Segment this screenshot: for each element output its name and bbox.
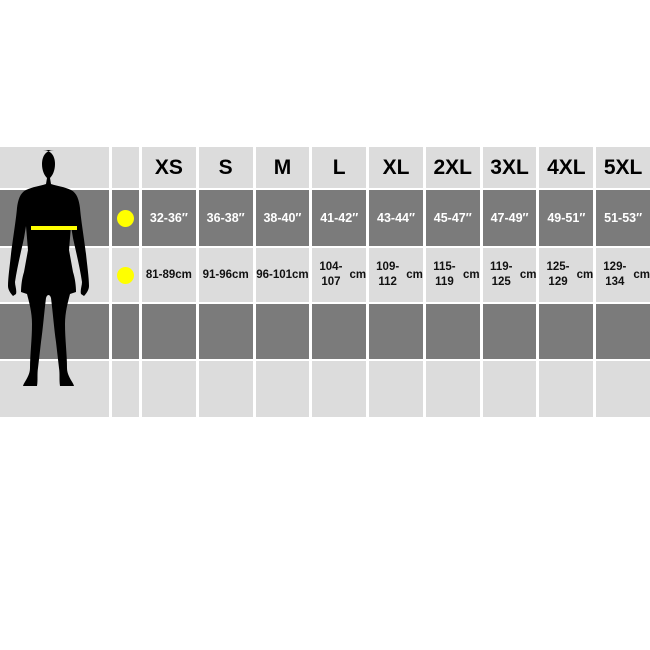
empty-cell-l bbox=[312, 361, 367, 417]
figure-cell bbox=[0, 190, 109, 246]
size-header-4xl: 4XL bbox=[539, 147, 594, 188]
chest-cm-xs: 81-89 cm bbox=[142, 248, 196, 302]
chest-inches-xs: 32-36″ bbox=[142, 190, 196, 246]
empty-cell-m bbox=[255, 361, 310, 417]
marker-cell bbox=[112, 248, 139, 302]
chest-cm-value: 125-129 bbox=[546, 261, 570, 288]
chest-cm-2xl: 115-119 cm bbox=[425, 248, 480, 302]
empty-cell-s bbox=[198, 304, 253, 359]
chest-cm-value: 91-96 bbox=[202, 268, 233, 281]
size-header-s: S bbox=[198, 147, 253, 188]
chest-cm-value: 96-101 bbox=[256, 268, 293, 281]
chest-cm-xl: 109-112 cm bbox=[369, 248, 423, 302]
chest-cm-unit: cm bbox=[175, 268, 192, 281]
size-header-xs: XS bbox=[142, 147, 196, 188]
size-header-5xl: 5XL bbox=[596, 147, 650, 188]
chest-inches-2xl: 45-47″ bbox=[425, 190, 480, 246]
empty-cell-xl bbox=[369, 304, 423, 359]
empty-cell-3xl bbox=[482, 304, 537, 359]
chest-cm-unit: cm bbox=[576, 268, 594, 281]
chest-cm-value: 115-119 bbox=[433, 261, 456, 288]
size-header-l: L bbox=[312, 147, 367, 188]
chest-cm-unit: cm bbox=[463, 268, 480, 281]
chest-inches-m: 38-40″ bbox=[255, 190, 310, 246]
empty-cell-5xl bbox=[596, 361, 650, 417]
empty-cell-l bbox=[312, 304, 367, 359]
empty-cell-xs bbox=[142, 361, 196, 417]
figure-cell bbox=[0, 304, 109, 359]
chest-cm-m: 96-101 cm bbox=[255, 248, 310, 302]
marker-cell bbox=[112, 190, 139, 246]
chest-inches-5xl: 51-53″ bbox=[596, 190, 650, 246]
chest-cm-value: 81-89 bbox=[145, 268, 176, 281]
empty-cell-xl bbox=[369, 361, 423, 417]
chest-cm-unit: cm bbox=[406, 268, 423, 281]
figure-cell bbox=[0, 147, 109, 188]
chest-inches-s: 36-38″ bbox=[198, 190, 253, 246]
empty-cell-s bbox=[198, 361, 253, 417]
marker-cell bbox=[112, 361, 139, 417]
yellow-dot-icon bbox=[117, 266, 134, 284]
empty-cell-5xl bbox=[596, 304, 650, 359]
size-header-3xl: 3XL bbox=[482, 147, 537, 188]
chest-cm-s: 91-96 cm bbox=[198, 248, 253, 302]
size-chart-table: XS S M L XL 2XL 3XL 4XL 5XL 32-36″ 36-38… bbox=[0, 147, 650, 417]
figure-cell bbox=[0, 361, 109, 417]
chest-cm-3xl: 119-125 cm bbox=[482, 248, 537, 302]
empty-cell-2xl bbox=[425, 361, 480, 417]
chest-cm-value: 119-125 bbox=[490, 261, 513, 288]
chest-cm-unit: cm bbox=[232, 268, 249, 281]
chest-cm-unit: cm bbox=[292, 268, 309, 281]
chest-cm-unit: cm bbox=[519, 268, 537, 281]
chest-cm-unit: cm bbox=[349, 268, 367, 281]
empty-cell-m bbox=[255, 304, 310, 359]
empty-cell-4xl bbox=[539, 304, 594, 359]
marker-header-cell bbox=[112, 147, 139, 188]
chest-cm-unit: cm bbox=[633, 268, 650, 281]
chest-cm-4xl: 125-129 cm bbox=[539, 248, 594, 302]
empty-cell-2xl bbox=[425, 304, 480, 359]
empty-cell-4xl bbox=[539, 361, 594, 417]
empty-cell-3xl bbox=[482, 361, 537, 417]
size-header-2xl: 2XL bbox=[425, 147, 480, 188]
yellow-dot-icon bbox=[117, 209, 134, 227]
empty-cell-xs bbox=[142, 304, 196, 359]
chest-inches-l: 41-42″ bbox=[312, 190, 367, 246]
figure-cell bbox=[0, 248, 109, 302]
chest-inches-4xl: 49-51″ bbox=[539, 190, 594, 246]
size-header-xl: XL bbox=[369, 147, 423, 188]
marker-cell bbox=[112, 304, 139, 359]
size-header-m: M bbox=[255, 147, 310, 188]
chest-cm-value: 104-107 bbox=[319, 261, 343, 288]
chest-inches-3xl: 47-49″ bbox=[482, 190, 537, 246]
chest-cm-5xl: 129-134 cm bbox=[596, 248, 650, 302]
chest-cm-value: 109-112 bbox=[376, 261, 400, 288]
chest-cm-l: 104-107 cm bbox=[312, 248, 367, 302]
chest-cm-value: 129-134 bbox=[603, 261, 627, 288]
chest-inches-xl: 43-44″ bbox=[369, 190, 423, 246]
